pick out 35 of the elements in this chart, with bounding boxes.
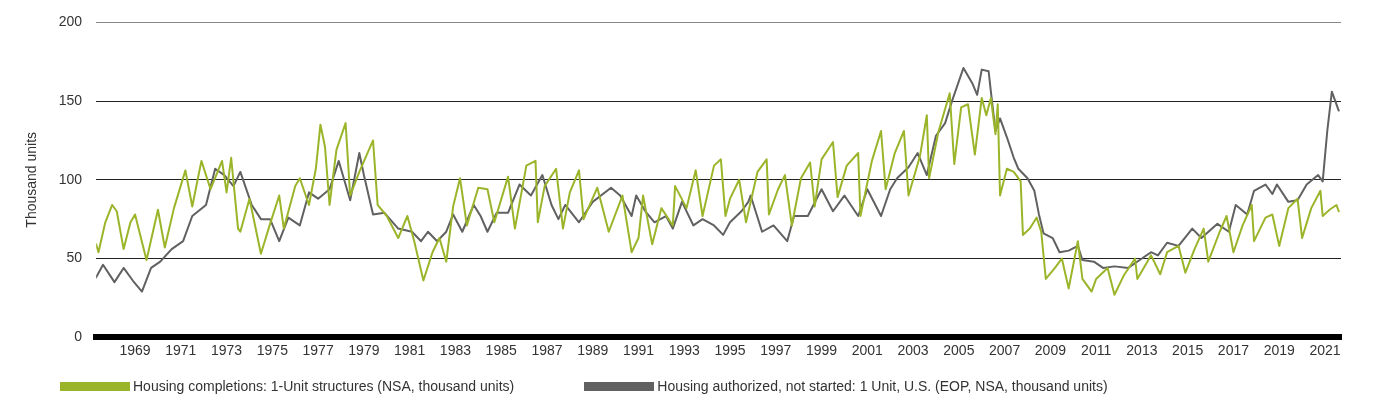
y-tick-label: 50 [66, 249, 83, 266]
y-tick-label: 0 [74, 328, 83, 345]
x-tick-label: 2007 [989, 342, 1021, 359]
x-tick-label: 1973 [211, 342, 243, 359]
x-tick-label: 1985 [485, 342, 517, 359]
y-axis-title: Thousand units [23, 131, 40, 228]
x-tick-label: 1981 [394, 342, 426, 359]
x-tick-label: 1997 [760, 342, 792, 359]
x-tick-label: 2011 [1081, 342, 1112, 359]
x-tick-label: 2015 [1172, 342, 1204, 359]
x-tick-label: 1979 [348, 342, 380, 359]
y-tick-label: 200 [58, 13, 83, 30]
x-tick-label: 2017 [1217, 342, 1250, 359]
x-tick-label: 1993 [668, 342, 701, 359]
y-tick-label: 100 [58, 170, 83, 187]
x-tick-label: 2005 [943, 342, 975, 359]
x-tick-label: 1975 [256, 342, 289, 359]
x-tick-label: 2009 [1034, 342, 1067, 359]
x-tick-label: 2019 [1263, 342, 1295, 359]
y-tick-label: 150 [58, 91, 83, 108]
x-tick-label: 2003 [897, 342, 929, 359]
x-tick-label: 1999 [805, 342, 838, 359]
x-tick-label: 2021 [1309, 342, 1341, 359]
x-tick-label: 1987 [531, 342, 563, 359]
x-tick-label: 1971 [165, 342, 197, 359]
x-tick-label: 1989 [577, 342, 609, 359]
legend-label: Housing authorized, not started: 1 Unit, U.S. (EOP, NSA, thousand units) [657, 378, 1108, 394]
x-tick-label: 2001 [851, 342, 884, 359]
x-tick-label: 2013 [1126, 342, 1158, 359]
x-tick-label: 1995 [714, 342, 746, 359]
x-tick-label: 1983 [439, 342, 472, 359]
x-tick-label: 1991 [622, 342, 655, 359]
x-tick-label: 1977 [302, 342, 334, 359]
legend-label: Housing completions: 1-Unit structures (NSA, thousand units) [133, 378, 515, 394]
x-tick-label: 1969 [119, 342, 151, 359]
